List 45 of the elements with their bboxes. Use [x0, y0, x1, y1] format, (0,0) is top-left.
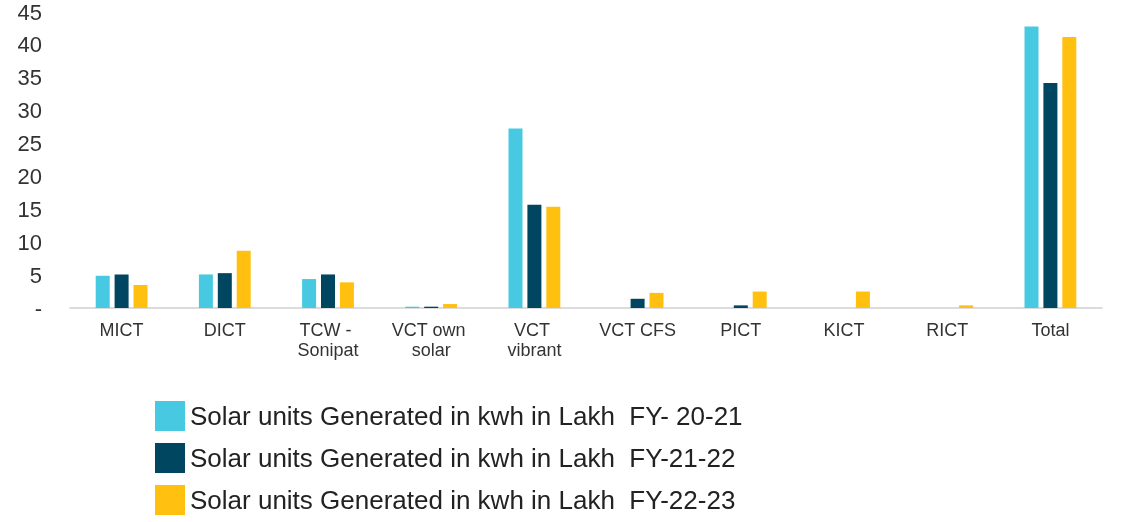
bar: [649, 292, 664, 308]
bar: [95, 275, 110, 308]
x-tick-label: VCT CFS: [599, 320, 676, 340]
y-tick-label: 10: [17, 229, 42, 255]
bar: [302, 279, 317, 308]
x-tick-label: RICT: [926, 320, 969, 340]
bar: [114, 274, 129, 308]
bar: [959, 305, 974, 308]
x-tick-label: DICT: [203, 320, 246, 340]
y-tick-label: 15: [17, 196, 42, 222]
bar: [527, 204, 542, 308]
bar: [1024, 26, 1039, 308]
bar: [733, 305, 748, 308]
x-tick-label: VCT own solar: [391, 320, 471, 360]
y-tick-label: 30: [17, 98, 42, 124]
x-tick-label: MICT: [99, 320, 144, 340]
bar: [1062, 37, 1077, 308]
bar: [546, 206, 561, 308]
bar: [752, 291, 767, 308]
x-tick-label: Total: [1031, 320, 1070, 340]
legend-label: Solar units Generated in kwh in Lakh FY- 20-21: [190, 401, 743, 431]
bar: [443, 304, 458, 308]
legend-label: Solar units Generated in kwh in Lakh FY-21-22: [190, 443, 736, 473]
y-tick-label: 35: [17, 65, 42, 91]
x-tick-label: KICT: [823, 320, 865, 340]
bar: [508, 128, 523, 308]
x-tick-label: PICT: [720, 320, 762, 340]
x-tick-label: VCT vibrant: [507, 320, 562, 360]
x-tick-label: TCW - Sonipat: [297, 320, 359, 360]
bar: [217, 273, 232, 308]
bar: [339, 282, 354, 308]
y-tick-label: -: [34, 295, 42, 321]
bar: [236, 250, 251, 308]
bar: [198, 274, 213, 308]
y-tick-label: 5: [29, 262, 42, 288]
y-tick-label: 45: [17, 0, 42, 25]
bar: [630, 298, 645, 308]
y-tick-label: 20: [17, 163, 42, 189]
bar: [321, 274, 335, 308]
bar: [855, 291, 870, 308]
y-tick-label: 40: [17, 32, 42, 58]
bar: [1043, 83, 1058, 308]
bar: [133, 284, 148, 308]
y-tick-label: 25: [17, 131, 42, 157]
legend-label: Solar units Generated in kwh in Lakh FY-22-23: [190, 485, 736, 515]
